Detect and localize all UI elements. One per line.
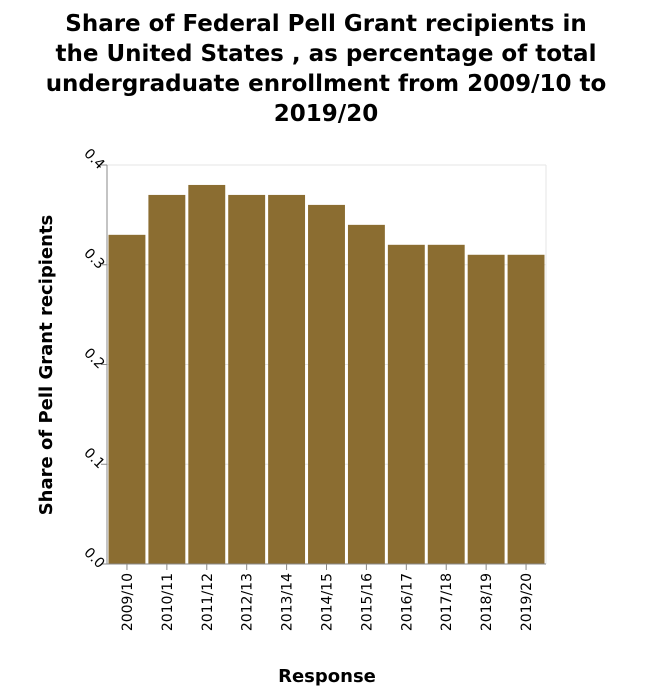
bar-2009-10 bbox=[108, 234, 146, 564]
x-tick-label: 2012/13 bbox=[240, 573, 256, 631]
chart-title-line-2: the United States , as percentage of tot… bbox=[56, 41, 597, 67]
x-tick-label: 2011/12 bbox=[200, 573, 216, 631]
bar-2013-14 bbox=[268, 194, 306, 565]
bars bbox=[108, 184, 545, 565]
bar-2010-11 bbox=[148, 194, 186, 565]
chart-title-line-3: undergraduate enrollment from 2009/10 to bbox=[46, 71, 607, 97]
x-tick-label: 2013/14 bbox=[280, 573, 296, 631]
y-axis-ticks: 0.0 0.1 0.2 0.3 0.4 bbox=[80, 146, 107, 572]
x-tick-label: 2017/18 bbox=[439, 573, 455, 631]
y-tick-label: 0.2 bbox=[80, 345, 107, 372]
x-tick-label: 2018/19 bbox=[479, 573, 495, 631]
bar-2016-17 bbox=[387, 244, 425, 565]
y-tick-label: 0.4 bbox=[80, 146, 107, 173]
x-axis-ticks: 2009/10 2010/11 2011/12 2012/13 2013/14 2014/… bbox=[120, 564, 535, 631]
x-tick-label: 2016/17 bbox=[399, 573, 415, 631]
y-axis-title: Share of Pell Grant recipients bbox=[36, 215, 57, 516]
x-tick-label: 2010/11 bbox=[160, 573, 176, 631]
y-tick-label: 0.0 bbox=[80, 545, 107, 572]
bar-2015-16 bbox=[347, 224, 385, 564]
bar-2018-19 bbox=[467, 254, 505, 564]
chart-title-line-4: 2019/20 bbox=[274, 101, 378, 127]
chart-title: Share of Federal Pell Grant recipients i… bbox=[46, 11, 607, 127]
x-tick-label: 2014/15 bbox=[320, 573, 336, 631]
bar-2014-15 bbox=[308, 204, 345, 564]
chart-title-line-1: Share of Federal Pell Grant recipients i… bbox=[65, 11, 587, 37]
x-tick-label: 2019/20 bbox=[519, 573, 535, 631]
x-tick-label: 2015/16 bbox=[359, 573, 375, 631]
bar-2012-13 bbox=[228, 194, 266, 565]
x-tick-label: 2009/10 bbox=[120, 573, 136, 631]
y-tick-label: 0.3 bbox=[80, 246, 107, 273]
x-axis-title: Response bbox=[278, 666, 376, 687]
y-tick-label: 0.1 bbox=[80, 445, 107, 472]
bar-2017-18 bbox=[427, 244, 465, 565]
bar-2011-12 bbox=[188, 184, 226, 564]
bar-2019-20 bbox=[507, 254, 545, 564]
